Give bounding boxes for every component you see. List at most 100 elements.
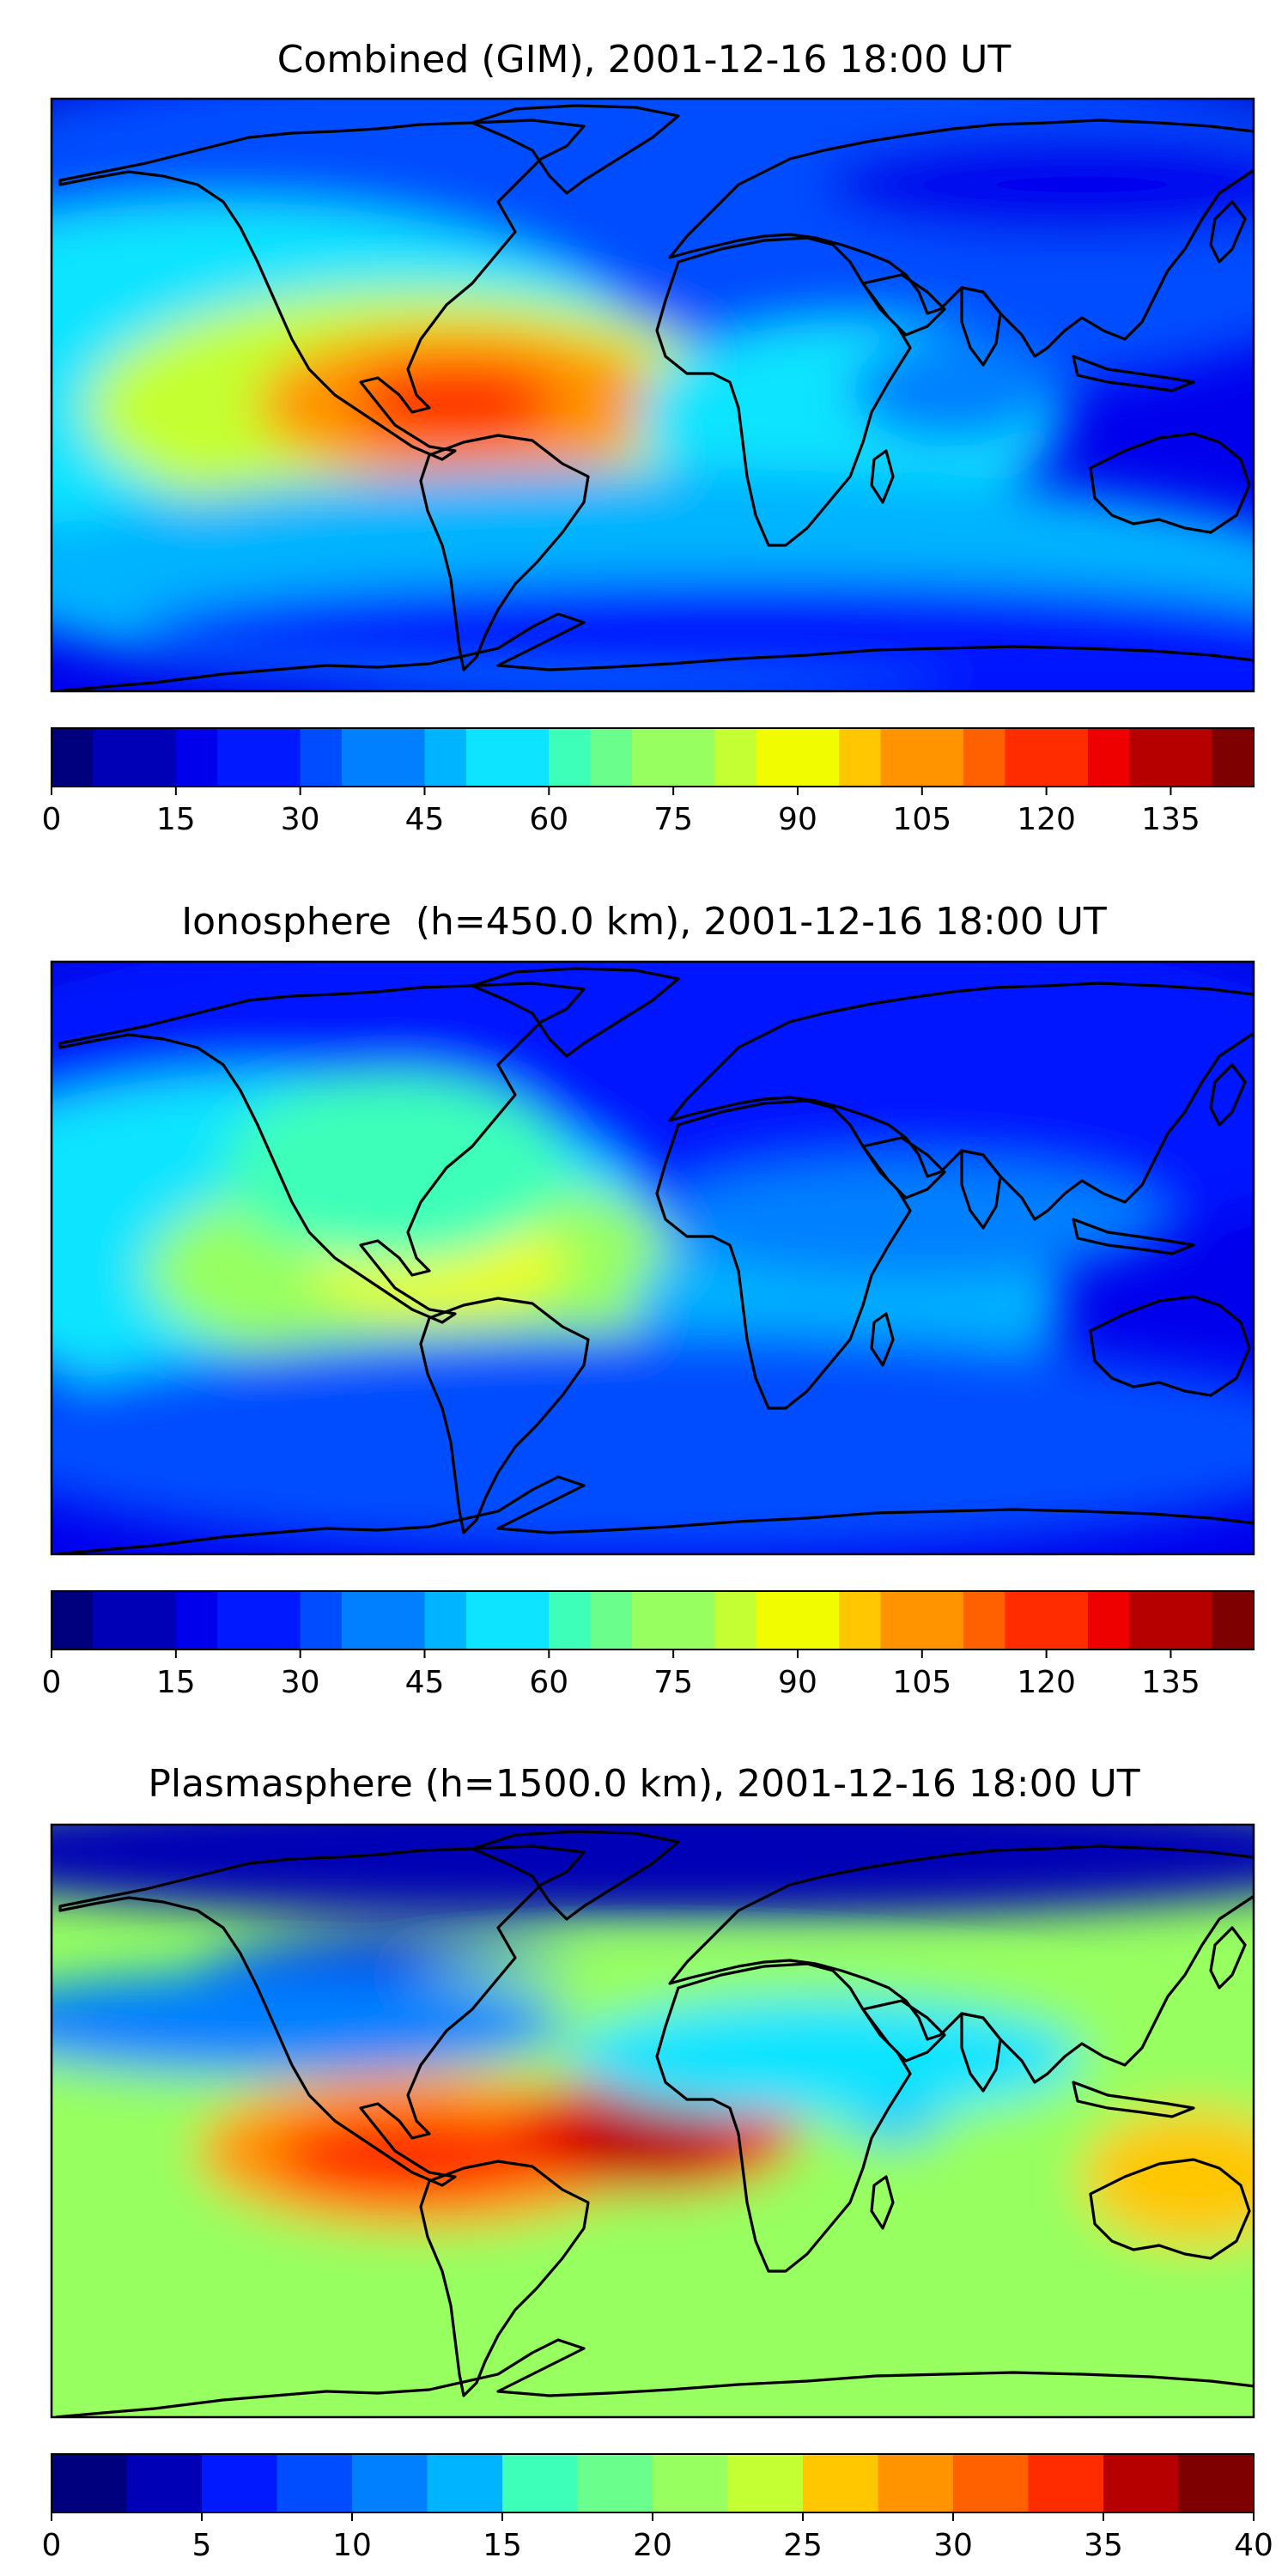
field-contour-blob xyxy=(52,1825,1254,1919)
colorbar-tick-label: 30 xyxy=(281,1665,320,1700)
colorbar-tick-label: 30 xyxy=(281,802,320,837)
colorbar-segment xyxy=(963,728,1005,787)
colorbar-frame xyxy=(51,1590,1255,1650)
colorbar-segment xyxy=(921,1591,964,1649)
colorbar-segment xyxy=(953,2454,1030,2512)
colorbar-segment xyxy=(921,728,964,787)
colorbar-segment xyxy=(300,1591,343,1649)
map-frame xyxy=(50,97,1255,693)
colorbar-tick-label: 75 xyxy=(653,1665,693,1700)
colorbar-segment xyxy=(673,1591,716,1649)
colorbar-segment xyxy=(590,728,633,787)
colorbar-tick-label: 15 xyxy=(156,802,196,837)
colorbar-segment xyxy=(1028,2454,1104,2512)
colorbar-segment xyxy=(1087,728,1130,787)
colorbar-tick-label: 15 xyxy=(483,2528,522,2563)
colorbar-tick-label: 15 xyxy=(156,1665,196,1700)
colorbar-segment xyxy=(1005,1591,1048,1649)
colorbar-segment xyxy=(134,728,177,787)
colorbar-tick-label: 60 xyxy=(529,802,568,837)
colorbar-tick-label: 60 xyxy=(529,1665,568,1700)
colorbar-segment xyxy=(549,1591,592,1649)
panel-1-title: Combined (GIM), 2001-12-16 18:00 UT xyxy=(276,38,1012,82)
colorbar-segment xyxy=(963,1591,1005,1649)
colorbar-segment xyxy=(1212,1591,1255,1649)
colorbar-segment xyxy=(1170,1591,1213,1649)
field-panel-3 xyxy=(52,1825,1254,2417)
colorbar-segment xyxy=(673,728,716,787)
colorbar-segment xyxy=(549,728,592,787)
colorbar-segment xyxy=(1103,2454,1180,2512)
colorbar-segment xyxy=(217,1591,259,1649)
colorbar-segment xyxy=(714,728,757,787)
colorbar-segment xyxy=(134,1591,177,1649)
colorbar-segment xyxy=(1046,728,1089,787)
colorbar-tick-label: 40 xyxy=(1234,2528,1273,2563)
colorbar-segment xyxy=(880,728,923,787)
colorbar-tick-label: 10 xyxy=(332,2528,372,2563)
colorbar-segment xyxy=(175,1591,218,1649)
colorbar-segment xyxy=(424,728,467,787)
colorbar-segment xyxy=(383,1591,426,1649)
colorbar-tick-label: 0 xyxy=(42,1665,62,1700)
colorbar-segment xyxy=(352,2454,428,2512)
colorbar-tick-label: 90 xyxy=(778,1665,817,1700)
colorbar-tick-label: 35 xyxy=(1084,2528,1123,2563)
colorbar-segment xyxy=(878,2454,954,2512)
colorbar-segment xyxy=(341,1591,384,1649)
colorbar-segment xyxy=(507,1591,550,1649)
colorbar-segment xyxy=(631,1591,674,1649)
colorbar-tick-label: 135 xyxy=(1141,1665,1200,1700)
colorbar-segment xyxy=(727,2454,804,2512)
field-contour-blob xyxy=(567,2095,738,2172)
colorbar-segment xyxy=(1087,1591,1130,1649)
colorbar-segment xyxy=(1212,728,1255,787)
panel-3-title: Plasmasphere (h=1500.0 km), 2001-12-16 1… xyxy=(148,1762,1140,1806)
field-contour-blob xyxy=(567,1996,1082,2117)
colorbar-segment xyxy=(383,728,426,787)
colorbar-segment xyxy=(1129,1591,1172,1649)
colorbar-segment xyxy=(502,2454,579,2512)
colorbar-segment xyxy=(424,1591,467,1649)
colorbar-tick-label: 135 xyxy=(1141,802,1200,837)
colorbar-frame xyxy=(51,727,1255,787)
colorbar-segment xyxy=(300,728,343,787)
colorbar-segment xyxy=(93,1591,136,1649)
field-contour-blob xyxy=(275,2112,550,2198)
field-contour-blob xyxy=(352,365,558,442)
colorbar-segment xyxy=(631,728,674,787)
colorbar-tick-label: 90 xyxy=(778,802,817,837)
field-contour-blob xyxy=(1082,2108,1254,2245)
colorbar-segment xyxy=(276,2454,353,2512)
colorbar-segment xyxy=(52,2454,128,2512)
field-panel-1 xyxy=(52,99,1254,691)
colorbar-segment xyxy=(93,728,136,787)
colorbar-segment xyxy=(465,728,508,787)
colorbar-segment xyxy=(175,728,218,787)
field-contour-blob xyxy=(653,1159,1168,1279)
colorbar-segment xyxy=(756,728,799,787)
colorbar-segment xyxy=(427,2454,503,2512)
field-contour-blob xyxy=(52,1331,1254,1554)
colorbar-tick-label: 120 xyxy=(1017,802,1076,837)
colorbar-tick-label: 45 xyxy=(405,1665,445,1700)
colorbar-tick-label: 120 xyxy=(1017,1665,1076,1700)
field-contour-blob xyxy=(52,1971,567,2074)
colorbar-segment xyxy=(1170,728,1213,787)
colorbar-segment xyxy=(756,1591,799,1649)
panel-2-title: Ionosphere (h=450.0 km), 2001-12-16 18:0… xyxy=(181,900,1107,944)
colorbar-segment xyxy=(126,2454,203,2512)
field-contour-blob xyxy=(137,580,1254,683)
colorbar-segment xyxy=(1005,728,1048,787)
map-frame xyxy=(50,960,1255,1556)
colorbar-segment xyxy=(803,2454,879,2512)
colorbar-tick-label: 5 xyxy=(192,2528,212,2563)
colorbar-tick-label: 75 xyxy=(653,802,693,837)
colorbar-tick-label: 30 xyxy=(933,2528,973,2563)
colorbar-segment xyxy=(590,1591,633,1649)
field-panel-2 xyxy=(52,962,1254,1554)
colorbar-segment xyxy=(577,2454,653,2512)
colorbar-segment xyxy=(839,728,882,787)
colorbar-segment xyxy=(880,1591,923,1649)
